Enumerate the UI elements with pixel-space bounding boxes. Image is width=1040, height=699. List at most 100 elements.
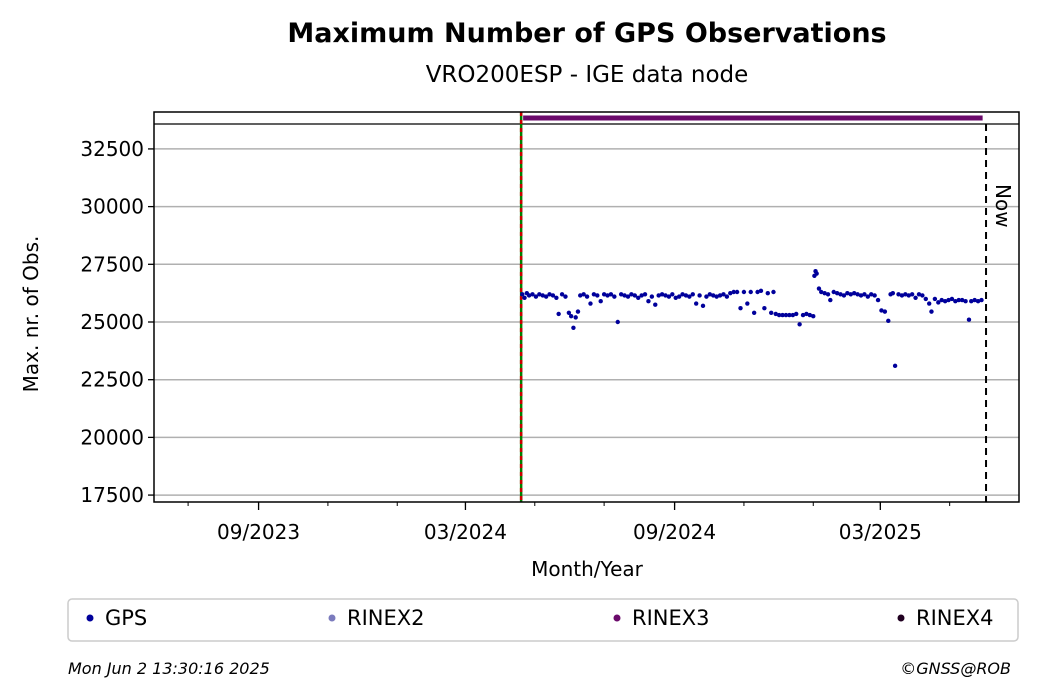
gps-point [841,293,847,298]
gps-point [869,292,874,297]
gps-point [543,294,549,299]
gps-point [717,293,723,298]
legend-marker-rinex3 [613,614,621,622]
legend-marker-rinex4 [897,614,905,622]
legend-label-rinex3: RINEX3 [632,606,710,630]
gps-point [530,292,535,297]
gps-point [909,292,915,297]
gps-point [714,294,719,299]
gps-point [687,294,692,299]
gps-point [559,292,565,297]
gps-point [537,292,542,297]
gps-point [625,294,631,299]
chart-subtitle: VRO200ESP - IGE data node [426,62,749,88]
gps-point [758,288,764,294]
gps-point [916,292,922,297]
gps-point [855,292,860,297]
y-tick-label: 25000 [80,310,144,334]
gps-point [707,292,713,297]
gps-point [969,299,974,304]
gps-point [946,297,951,303]
gps-point [556,311,561,317]
gps-point [554,295,559,300]
legend-label-gps: GPS [105,606,147,630]
gps-point [929,309,934,314]
gps-point [800,312,806,318]
gps-point [659,292,665,297]
legend-frame [67,598,1019,642]
gps-point [899,293,905,298]
gps-point [700,303,706,309]
gps-point [734,289,740,295]
gps-point [622,293,627,298]
legend-marker-gps [86,614,94,622]
gps-point [872,293,877,298]
gps-point [903,292,908,297]
x-tick-label: 03/2025 [839,520,922,544]
gps-point [797,322,802,327]
gps-point [979,297,984,303]
gps-point [814,271,819,276]
gps-point [807,312,813,318]
legend-label-rinex2: RINEX2 [347,606,425,630]
gps-point [520,292,525,297]
gps-point [825,292,831,297]
y-tick-label: 20000 [80,425,144,449]
gps-point [632,293,638,298]
gps-point [540,293,545,298]
gps-point [851,290,857,296]
gps-point [680,292,685,297]
gps-point [787,312,792,318]
gps-point [828,297,833,303]
gps-point [956,297,961,303]
gps-point [563,294,568,299]
gps-point [834,290,840,296]
legend-item-gps: GPS [86,606,147,630]
x-tick-label: 03/2024 [424,520,507,544]
plot-frame [153,111,1020,503]
gps-point [913,295,918,300]
y-tick-label: 30000 [80,195,144,219]
gps-point [865,294,871,299]
gps-point [838,292,843,297]
gps-point [676,294,682,299]
gps-point [639,293,644,298]
footer-timestamp: Mon Jun 2 13:30:16 2025 [68,659,270,678]
gps-point [601,292,607,297]
gps-point [547,292,552,297]
gps-point [892,363,898,369]
gps-point [822,290,827,296]
gps-point [765,290,770,296]
gps-point [738,305,743,311]
gps-point [731,289,736,295]
gps-point [927,301,932,306]
legend-item-rinex3: RINEX3 [613,606,710,630]
gps-point [848,292,853,297]
gps-point [751,310,757,315]
gps-point [748,289,753,295]
gps-point [693,301,699,306]
gps-point [591,292,597,297]
legend-item-rinex2: RINEX2 [328,606,425,630]
legend-marker-rinex2 [328,614,336,622]
gps-point [762,305,767,311]
plot-area: 17500 20000 22500 25000 27500 30000 32500 09/20… [80,111,1020,544]
gps-point [588,301,593,306]
gps-point [598,299,603,304]
legend-item-rinex4: RINEX4 [897,606,994,630]
gps-point [920,293,925,298]
y-tick-label: 22500 [80,368,144,392]
gps-point [975,299,981,304]
gps-point [615,319,620,325]
gps-point [550,293,556,298]
y-axis-label: Max. nr. of Obs. [19,236,43,393]
gps-point [612,294,617,299]
gps-point [673,295,678,300]
footer-copyright: ©GNSS@ROB [900,659,1011,678]
gps-point [879,308,884,313]
gps-point [896,292,901,297]
gps-point [571,325,576,330]
gps-point [959,297,965,303]
gps-point [771,289,776,295]
